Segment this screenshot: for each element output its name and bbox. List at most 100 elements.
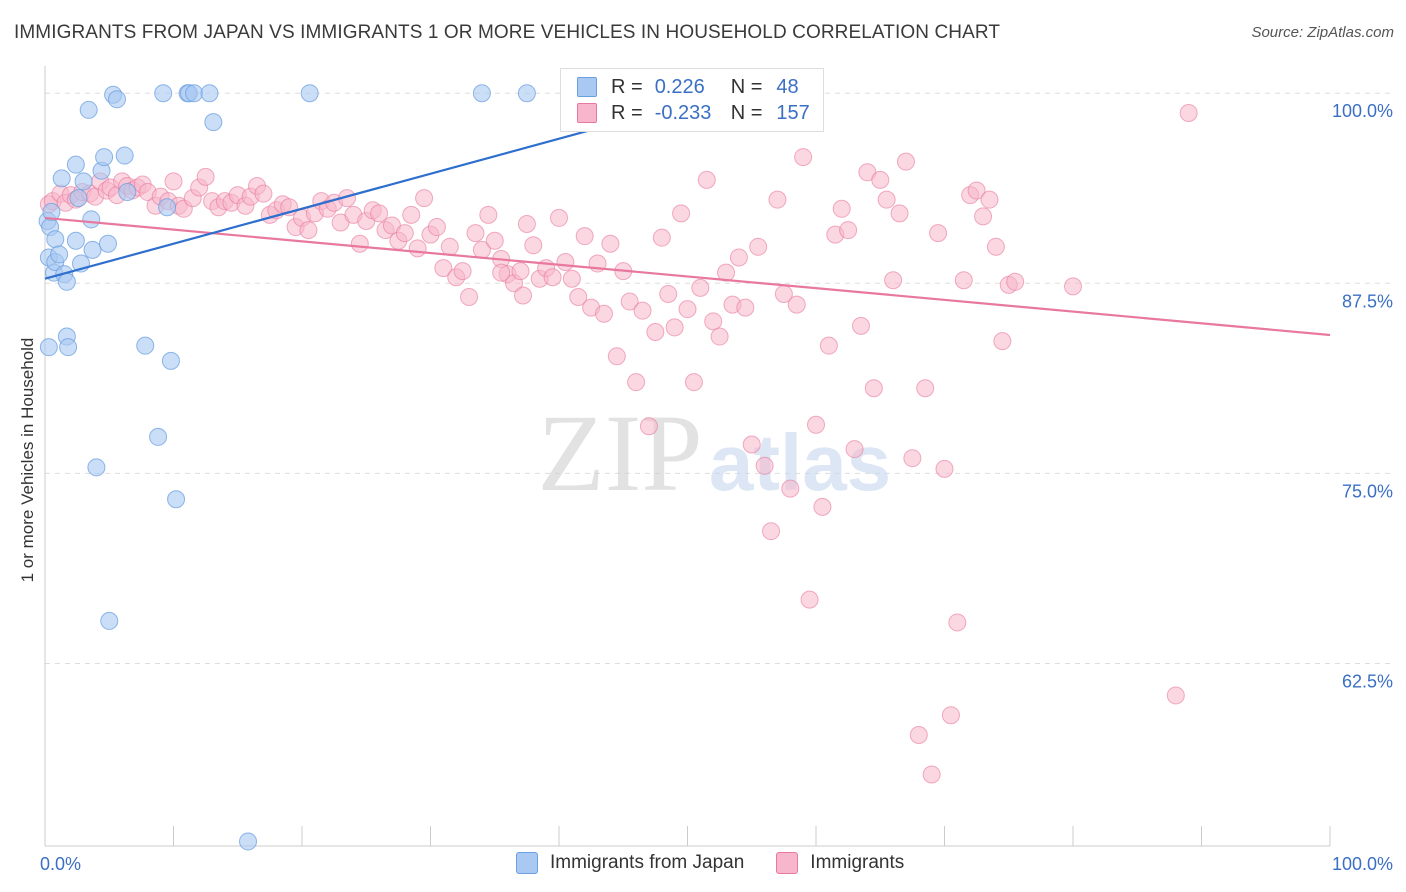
tick-labels: 100.0% 87.5% 75.0% 62.5% 0.0% 100.0% [40,101,1393,874]
series-legend: Immigrants from Japan Immigrants [516,852,936,874]
legend-n-value: 48 [776,75,799,98]
immigrants-point [967,181,986,200]
legend-item-japan[interactable]: Immigrants from Japan [516,852,744,874]
immigrants-point [556,253,575,272]
japan-point [57,272,76,291]
immigrants-point [704,312,723,331]
immigrants-point [575,227,594,246]
immigrants-point [941,706,960,725]
legend-n-label: N = [730,101,763,124]
y-tick-label: 100.0% [1332,101,1393,121]
immigrants-point [768,190,787,209]
immigrants-point [684,373,703,392]
immigrants-point [164,172,183,191]
japan-point [149,427,168,446]
legend-label-japan: Immigrants from Japan [550,852,745,873]
immigrants-point [440,237,459,256]
immigrants-point [659,284,678,303]
watermark-zip: ZIP [538,392,703,514]
legend-item-immigrants[interactable]: Immigrants [776,852,904,874]
japan-point [98,234,117,253]
immigrants-point [1166,686,1185,705]
legend-row-immigrants: R = -0.233 N = 157 [577,100,810,126]
immigrants-point [993,332,1012,351]
immigrants-point [819,336,838,355]
japan-point [167,490,186,509]
legend-swatch-immigrants [776,852,799,874]
immigrants-point [517,214,536,233]
legend-swatch-immigrants [577,103,597,123]
japan-point [82,210,101,229]
immigrants-point [736,298,755,317]
immigrants-point [652,228,671,247]
immigrants-point [794,148,813,167]
immigrants-point [562,269,581,288]
immigrants-point [832,199,851,218]
immigrants-point [678,300,697,319]
legend-n-value: 157 [776,101,810,124]
chart-title: IMMIGRANTS FROM JAPAN VS IMMIGRANTS 1 OR… [14,22,1001,43]
japan-point [115,146,134,165]
japan-point [46,230,65,249]
japan-point [300,84,319,103]
japan-point [161,351,180,370]
japan-point [59,338,78,357]
legend-r-label: R = [611,75,643,98]
immigrants-point [787,295,806,314]
immigrants-point [749,237,768,256]
immigrants-point [350,234,369,253]
immigrants-point [922,765,941,784]
japan-point [79,100,98,119]
legend-r-value: 0.226 [654,75,705,98]
immigrants-point [427,218,446,237]
immigrants-point [453,262,472,281]
y-tick-label: 87.5% [1342,291,1393,311]
immigrants-point [916,379,935,398]
immigrants-point [485,231,504,250]
y-axis-label: 1 or more Vehicles in Household [18,337,37,583]
immigrants-point [402,205,421,224]
immigrants-point [697,170,716,189]
japan-point [239,832,258,851]
series-immigrants-from-japan [38,84,741,851]
immigrants-point [954,271,973,290]
immigrants-point [864,379,883,398]
japan-point [52,169,71,188]
immigrants-point [948,613,967,632]
immigrants-point [980,190,999,209]
series-immigrants [39,103,1198,784]
japan-point [66,231,85,250]
immigrants-point [543,268,562,287]
immigrants-point [434,259,453,278]
legend-row-japan: R = 0.226 N = 48 [577,74,799,100]
immigrants-point [620,292,639,311]
immigrants-point [909,725,928,744]
japan-point [200,84,219,103]
legend-swatch-japan [516,852,538,874]
immigrants-point [1179,103,1198,122]
immigrants-point [929,224,948,243]
japan-point [154,84,173,103]
immigrants-point [514,286,533,305]
immigrants-point [466,224,485,243]
immigrants-point [665,318,684,337]
immigrants-point [415,189,434,208]
japan-point [158,198,177,217]
immigrants-point [813,497,832,516]
grid-lines [45,92,1390,665]
immigrants-point [691,278,710,297]
immigrants-point [479,205,498,224]
japan-point [100,611,119,630]
immigrants-point [408,239,427,258]
japan-point [42,202,61,221]
japan-point [517,84,536,103]
immigrants-point [839,221,858,240]
immigrants-point [800,590,819,609]
y-tick-label: 62.5% [1342,672,1393,692]
axes [44,66,1331,847]
source-label: Source: ZipAtlas.com [1251,24,1394,41]
japan-point [472,84,491,103]
immigrants-point [196,167,215,186]
immigrants-point [569,287,588,306]
